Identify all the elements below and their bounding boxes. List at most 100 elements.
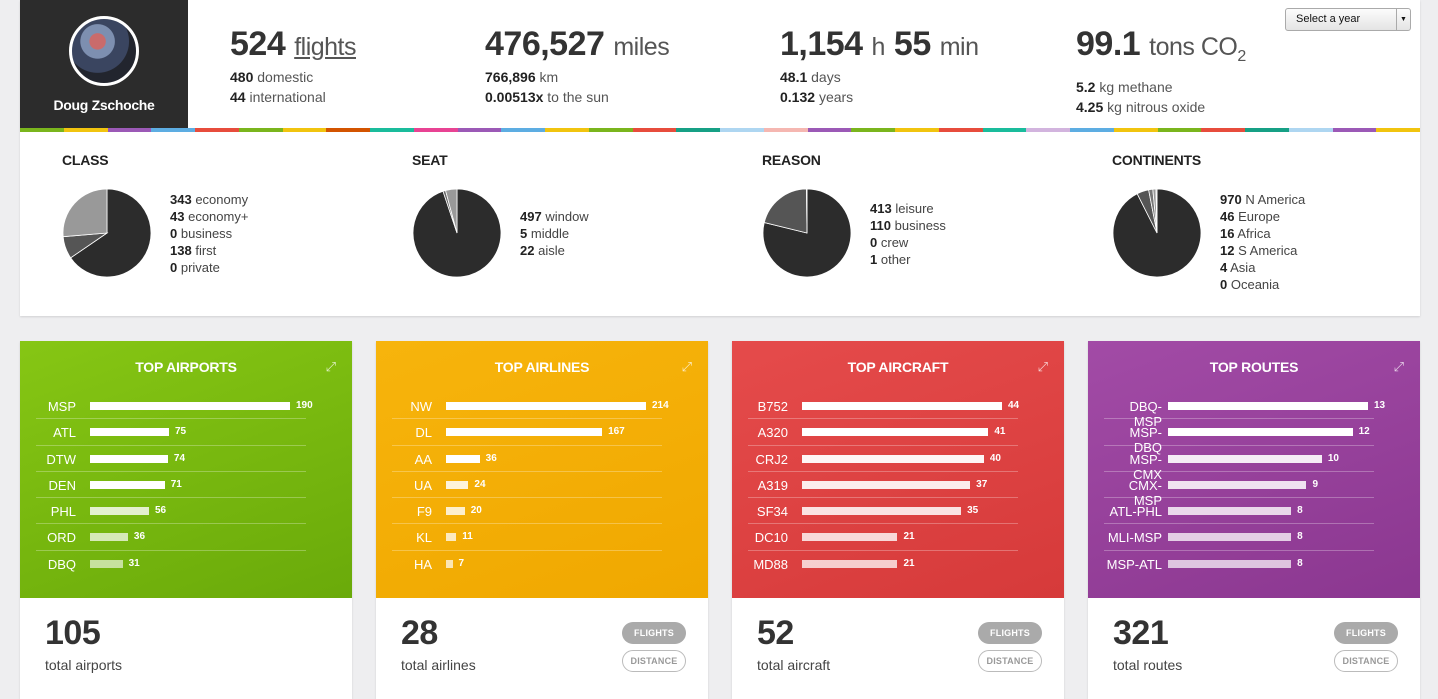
bar-label: DEN [48, 477, 76, 493]
bar-row[interactable]: UA 24 [392, 472, 662, 499]
legend-label: crew [880, 235, 909, 250]
bar-label: CMX-MSP [1128, 477, 1162, 508]
distance-toggle-button[interactable]: DISTANCE [1334, 650, 1398, 672]
bar-value: 8 [1297, 505, 1303, 517]
bar-label: SF34 [756, 504, 788, 520]
bar-row[interactable]: DBQ 31 [36, 551, 306, 577]
bar-label: DTW [46, 451, 76, 467]
stripe-segment [895, 128, 939, 132]
bar-value: 71 [170, 478, 182, 490]
pie-legend-item: 497 window [520, 208, 589, 225]
bar-row[interactable]: ORD 36 [36, 524, 306, 551]
bar-row[interactable]: MD88 21 [748, 551, 1018, 577]
bar-row[interactable]: KL 11 [392, 524, 662, 551]
pie-block-class: CLASS 343 economy 43 economy+ 0 business 138… [62, 152, 248, 278]
stripe-segment [938, 128, 983, 132]
stat-time: 1,154 h 55 min 48.1 days 0.132 years [780, 24, 979, 107]
bar [802, 402, 1002, 410]
bar-value: 20 [470, 505, 482, 517]
distance-toggle-button[interactable]: DISTANCE [978, 650, 1042, 672]
bar [1168, 533, 1292, 542]
pie-legend-item: 970 N America [1220, 191, 1305, 208]
bar-row[interactable]: CRJ2 40 [748, 446, 1018, 472]
bar-value: 56 [154, 505, 167, 517]
flights-toggle-button[interactable]: FLIGHTS [1334, 622, 1398, 644]
bar-row[interactable]: CMX-MSP 9 [1104, 472, 1374, 508]
bar-label: DL [415, 425, 432, 441]
bar-row[interactable]: B752 44 [748, 393, 1020, 420]
bar-row[interactable]: SF34 35 [748, 498, 1018, 525]
expand-icon[interactable]: ⤢ [1393, 359, 1404, 374]
profile-panel[interactable]: Doug Zschoche [20, 0, 188, 130]
legend-count: 138 [170, 243, 192, 258]
bar [802, 428, 989, 437]
bar-row[interactable]: NW 214 [392, 393, 669, 420]
bar-row[interactable]: DC10 21 [748, 524, 1018, 551]
stat-flights: 524 flights 480 domestic 44 internationa… [230, 24, 356, 107]
pie-block-seat: SEAT 497 window 5 middle 22 aisle [412, 152, 589, 278]
expand-icon[interactable]: ⤢ [1037, 359, 1048, 374]
bar-row[interactable]: HA 7 [392, 551, 662, 577]
bar [1168, 480, 1307, 489]
bar-value: 75 [174, 426, 187, 438]
bar-row[interactable]: DL 167 [392, 419, 662, 446]
bar-value: 35 [967, 505, 979, 517]
pie-legend-item: 1 other [870, 251, 946, 268]
bar-label: F9 [416, 504, 432, 520]
bar-row[interactable]: MLI-MSP 8 [1104, 524, 1374, 551]
bar-value: 36 [485, 452, 497, 464]
bar-label: NW [410, 399, 432, 414]
bar-row[interactable]: MSP-DBQ 12 [1104, 419, 1374, 455]
chevron-down-icon: ▼ [1396, 9, 1410, 30]
co2-unit: tons CO2 [1149, 33, 1246, 65]
bar-row[interactable]: DBQ-MSP 13 [1104, 393, 1385, 429]
bar-row[interactable]: MSP-CMX 10 [1104, 446, 1374, 482]
distance-toggle-button[interactable]: DISTANCE [622, 650, 686, 672]
expand-icon[interactable]: ⤢ [325, 359, 336, 374]
bar-value: 21 [903, 531, 915, 543]
color-stripe [20, 128, 1420, 132]
bar-value: 41 [994, 426, 1006, 438]
bar-row[interactable]: MSP-ATL 8 [1104, 551, 1374, 577]
pie-legend-item: 0 crew [870, 234, 946, 251]
year-select[interactable]: Select a year ▼ [1285, 8, 1411, 31]
bar-row[interactable]: ATL-PHL 8 [1104, 498, 1374, 525]
co2-subscript: 2 [1237, 48, 1246, 65]
bar-value: 44 [1008, 400, 1020, 411]
bar-row[interactable]: PHL 56 [36, 498, 306, 525]
domestic-label: domestic [257, 69, 314, 85]
avatar[interactable] [69, 16, 139, 86]
bar-row[interactable]: DEN 71 [36, 472, 306, 499]
tile-chart: TOP AIRPORTS ⤢ MSP 190 ATL 75 DTW 74 DEN 71 PHL 56 O… [20, 341, 352, 598]
bar [90, 533, 128, 542]
bar [446, 559, 453, 568]
bar [802, 480, 971, 489]
bar-row[interactable]: ATL 75 [36, 419, 306, 446]
bar [1168, 507, 1292, 516]
bar-row[interactable]: A319 37 [748, 472, 1018, 499]
pie-title: CLASS [62, 152, 109, 168]
bar-value: 37 [976, 478, 988, 490]
legend-label: Oceania [1230, 277, 1280, 292]
legend-count: 46 [1220, 209, 1235, 224]
bar-value: 190 [296, 400, 313, 411]
bar-row[interactable]: A320 41 [748, 419, 1018, 446]
nitrous-label: kg nitrous oxide [1107, 99, 1206, 115]
pie-legend-item: 5 middle [520, 225, 589, 242]
legend-label: business [180, 226, 233, 241]
bar-row[interactable]: DTW 74 [36, 446, 306, 472]
flights-toggle-button[interactable]: FLIGHTS [622, 622, 686, 644]
stripe-segment [1376, 128, 1420, 132]
stripe-segment [1026, 128, 1070, 132]
km-count: 766,896 [485, 69, 536, 85]
tile-chart: TOP AIRLINES ⤢ NW 214 DL 167 AA 36 UA 24 F9 20 KL 11 H… [376, 341, 708, 598]
flights-link[interactable]: flights [294, 33, 356, 61]
flights-toggle-button[interactable]: FLIGHTS [978, 622, 1042, 644]
bar-row[interactable]: AA 36 [392, 446, 662, 472]
bar-row[interactable]: MSP 190 [36, 393, 313, 420]
bar-label: ATL-PHL [1109, 504, 1163, 520]
expand-icon[interactable]: ⤢ [681, 359, 692, 374]
bar-row[interactable]: F9 20 [392, 498, 662, 525]
pie-chart [1112, 188, 1202, 278]
stripe-segment [195, 128, 239, 132]
